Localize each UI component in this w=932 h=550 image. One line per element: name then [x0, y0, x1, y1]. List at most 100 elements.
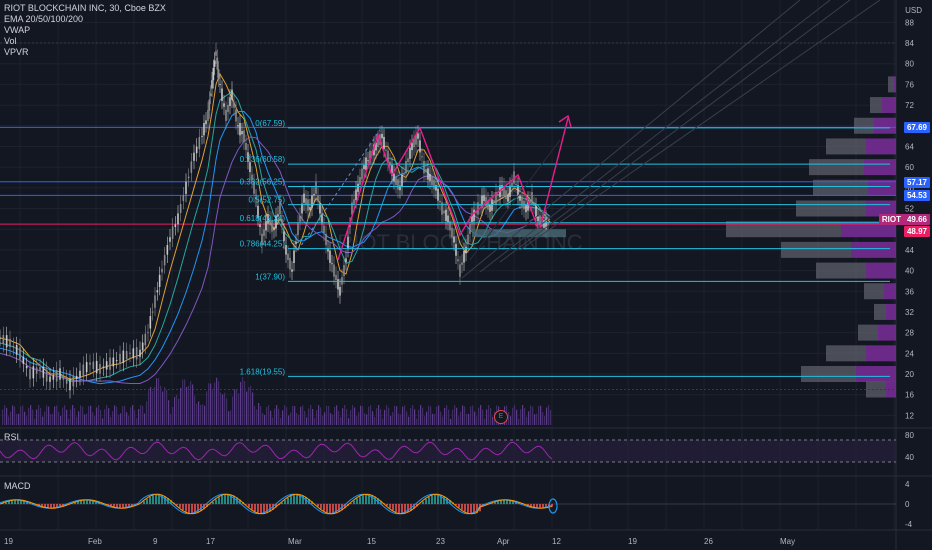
- volume-bar: [154, 386, 156, 425]
- volume-bar: [446, 405, 448, 425]
- macd-histogram-bar: [476, 504, 478, 513]
- volume-bar: [114, 405, 116, 425]
- volume-bar: [156, 378, 158, 425]
- candle-body: [141, 342, 144, 351]
- volume-bar: [364, 413, 366, 425]
- candle-body: [507, 194, 509, 202]
- volume-bar: [296, 413, 298, 425]
- volume-bar: [408, 416, 410, 425]
- volume-bar: [264, 414, 266, 425]
- macd-histogram-bar: [371, 495, 373, 504]
- fib-label: 1(37.90): [255, 272, 285, 281]
- candle-body: [357, 183, 359, 192]
- candle-body: [79, 370, 81, 378]
- volume-bar: [282, 410, 284, 425]
- symbol-title[interactable]: RIOT BLOCKCHAIN INC, 30, Cboe BZX: [4, 3, 166, 13]
- volume-bar: [358, 412, 360, 425]
- volume-profile-bar: [801, 366, 856, 382]
- indicator-vol[interactable]: Vol: [4, 36, 17, 46]
- volume-bar: [302, 405, 304, 425]
- volume-bar: [146, 401, 148, 425]
- price-tag-67-69: 67.69: [903, 122, 930, 133]
- indicator-vwap[interactable]: VWAP: [4, 25, 31, 35]
- candle-body: [433, 179, 435, 190]
- volume-profile-bar: [886, 303, 896, 320]
- indicator-ema[interactable]: EMA 20/50/100/200: [4, 14, 84, 24]
- volume-bar: [52, 413, 54, 425]
- volume-profile-bar: [870, 97, 882, 114]
- volume-bar: [176, 394, 178, 425]
- candle-body: [45, 369, 48, 382]
- earnings-marker[interactable]: E: [494, 410, 508, 424]
- candle-body: [493, 200, 495, 203]
- candle-body: [297, 223, 299, 236]
- volume-bar: [118, 414, 120, 425]
- candle-body: [65, 378, 68, 384]
- chart-legend[interactable]: RIOT BLOCKCHAIN INC, 30, Cboe BZX EMA 20…: [4, 3, 166, 58]
- candle-body: [529, 199, 531, 204]
- candle-body: [311, 195, 313, 208]
- candle-body: [413, 138, 415, 148]
- macd-axis-label: 4: [905, 480, 910, 489]
- candle-body: [361, 168, 363, 180]
- volume-bar: [514, 405, 516, 425]
- volume-bar: [192, 384, 194, 425]
- volume-profile-bar: [826, 345, 866, 362]
- candle-body: [151, 311, 154, 313]
- macd-histogram-bar: [392, 504, 394, 511]
- candle-body: [293, 250, 295, 263]
- volume-bar: [526, 416, 528, 425]
- volume-bar: [208, 383, 210, 425]
- macd-histogram-bar: [155, 494, 157, 504]
- candle-body: [535, 205, 537, 219]
- macd-label[interactable]: MACD: [4, 481, 31, 491]
- volume-bar: [272, 417, 274, 425]
- rsi-label[interactable]: RSI: [4, 432, 20, 442]
- fib-label: 0(67.59): [255, 119, 285, 128]
- macd-histogram-bar: [245, 504, 247, 505]
- price-axis-label: 16: [905, 391, 914, 400]
- ema-line: [0, 90, 551, 382]
- volume-profile-bar: [866, 138, 896, 155]
- candle-body: [285, 245, 287, 255]
- macd-histogram-bar: [428, 496, 430, 504]
- volume-bar: [474, 411, 476, 425]
- candle-body: [269, 219, 271, 226]
- volume-bar: [158, 377, 160, 425]
- macd-histogram-bar: [113, 504, 115, 507]
- fib-label: 0.618(49.24): [240, 214, 286, 223]
- volume-bar: [540, 405, 542, 425]
- candle-body: [99, 364, 101, 374]
- volume-bar: [546, 407, 548, 425]
- volume-bar: [38, 405, 40, 425]
- volume-bar: [338, 411, 340, 425]
- volume-bar: [268, 405, 270, 425]
- volume-bar: [180, 388, 182, 425]
- volume-bar: [18, 413, 20, 425]
- macd-histogram-bar: [461, 504, 463, 510]
- volume-bar: [78, 411, 80, 425]
- volume-bar: [204, 405, 206, 425]
- volume-profile-bar: [864, 159, 896, 176]
- candle-body: [403, 173, 405, 175]
- volume-bar: [328, 406, 330, 425]
- volume-bar: [298, 414, 300, 425]
- macd-histogram-bar: [224, 494, 226, 504]
- candle-body: [221, 88, 223, 101]
- indicator-vpvr[interactable]: VPVR: [4, 47, 29, 57]
- candle-body: [295, 242, 297, 244]
- macd-histogram-bar: [185, 504, 187, 512]
- macd-histogram-bar: [359, 496, 361, 504]
- volume-bar: [306, 417, 308, 425]
- macd-histogram-bar: [458, 504, 460, 508]
- candle-body: [455, 244, 457, 256]
- price-axis-label: 36: [905, 287, 914, 296]
- volume-profile-bar: [878, 324, 896, 341]
- rsi-line: [0, 441, 553, 461]
- candle-body: [449, 221, 451, 231]
- fib-label: 0.786(44.25): [240, 240, 286, 249]
- candle-body: [92, 361, 95, 370]
- candle-body: [417, 133, 419, 139]
- price-axis-label: 80: [905, 60, 914, 69]
